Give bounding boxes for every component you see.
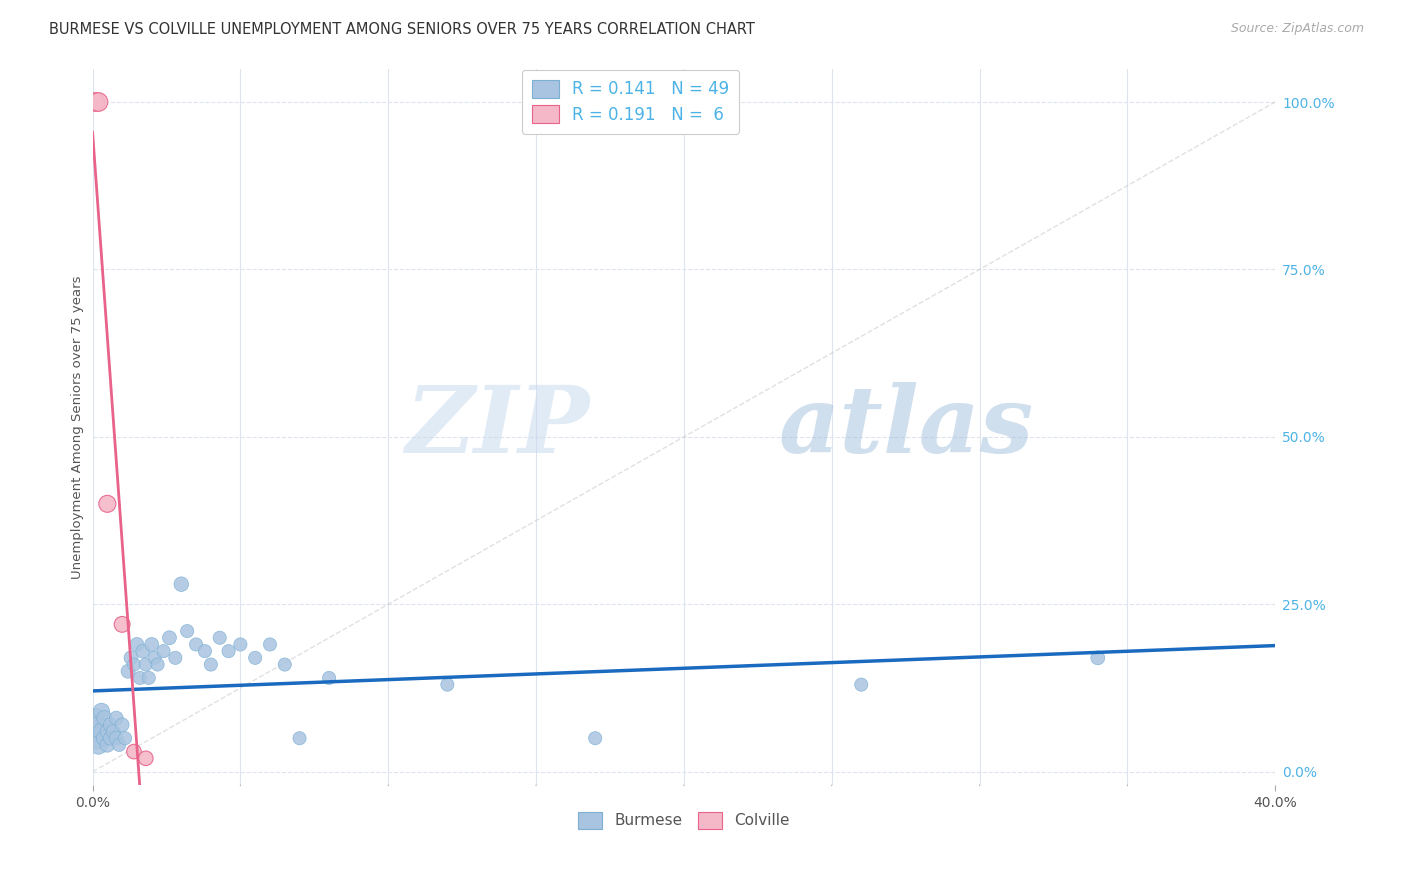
Point bbox=[194, 644, 217, 658]
Text: Source: ZipAtlas.com: Source: ZipAtlas.com bbox=[1230, 22, 1364, 36]
Point bbox=[108, 738, 131, 752]
Point bbox=[152, 644, 174, 658]
Text: BURMESE VS COLVILLE UNEMPLOYMENT AMONG SENIORS OVER 75 YEARS CORRELATION CHART: BURMESE VS COLVILLE UNEMPLOYMENT AMONG S… bbox=[49, 22, 755, 37]
Text: ZIP: ZIP bbox=[405, 382, 589, 472]
Point bbox=[243, 650, 266, 665]
Point bbox=[138, 671, 160, 685]
Point bbox=[84, 711, 107, 725]
Point bbox=[87, 718, 110, 732]
Point bbox=[93, 711, 115, 725]
Point bbox=[90, 724, 112, 739]
Text: atlas: atlas bbox=[779, 382, 1033, 472]
Point bbox=[111, 617, 134, 632]
Point bbox=[103, 724, 125, 739]
Point bbox=[87, 738, 110, 752]
Point bbox=[135, 657, 157, 672]
Point bbox=[436, 678, 458, 692]
Point bbox=[98, 731, 121, 746]
Point bbox=[128, 671, 150, 685]
Point bbox=[122, 745, 145, 759]
Point bbox=[122, 657, 145, 672]
Point bbox=[229, 637, 252, 651]
Y-axis label: Unemployment Among Seniors over 75 years: Unemployment Among Seniors over 75 years bbox=[72, 275, 84, 579]
Point bbox=[96, 724, 118, 739]
Point bbox=[105, 731, 128, 746]
Point bbox=[1087, 650, 1109, 665]
Point bbox=[135, 751, 157, 765]
Point bbox=[84, 95, 107, 109]
Point bbox=[184, 637, 207, 651]
Point bbox=[146, 657, 169, 672]
Point bbox=[208, 631, 231, 645]
Point bbox=[141, 637, 163, 651]
Legend: Burmese, Colville: Burmese, Colville bbox=[572, 805, 796, 835]
Point bbox=[98, 718, 121, 732]
Point bbox=[200, 657, 222, 672]
Point bbox=[176, 624, 198, 638]
Point bbox=[159, 631, 181, 645]
Point bbox=[125, 637, 148, 651]
Point bbox=[583, 731, 606, 746]
Point bbox=[143, 650, 166, 665]
Point bbox=[165, 650, 187, 665]
Point bbox=[96, 738, 118, 752]
Point bbox=[132, 644, 155, 658]
Point bbox=[93, 731, 115, 746]
Point bbox=[259, 637, 281, 651]
Point bbox=[170, 577, 193, 591]
Point bbox=[288, 731, 311, 746]
Point bbox=[851, 678, 873, 692]
Point bbox=[120, 650, 142, 665]
Point bbox=[87, 95, 110, 109]
Point bbox=[111, 718, 134, 732]
Point bbox=[84, 731, 107, 746]
Point bbox=[218, 644, 240, 658]
Point bbox=[90, 705, 112, 719]
Point bbox=[105, 711, 128, 725]
Point bbox=[318, 671, 340, 685]
Point bbox=[117, 665, 139, 679]
Point bbox=[274, 657, 297, 672]
Point bbox=[96, 497, 118, 511]
Point bbox=[114, 731, 136, 746]
